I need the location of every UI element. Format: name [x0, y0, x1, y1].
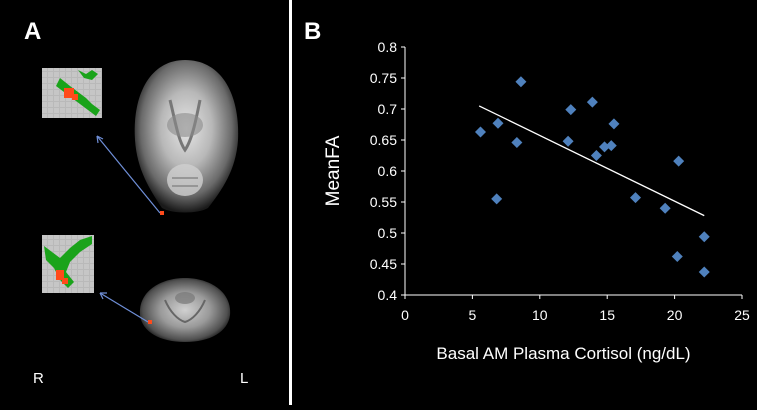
y-tick-label: 0.7 [378, 101, 398, 117]
data-point [659, 202, 671, 214]
y-tick-label: 0.5 [378, 225, 398, 241]
data-point [671, 251, 683, 263]
panel-a-brain-images: A R L [0, 0, 289, 405]
data-point [511, 136, 523, 148]
coronal-zoom-inset [42, 235, 94, 293]
y-axis-label: MeanFA [323, 135, 344, 206]
chart-axes [401, 46, 743, 299]
right-hemisphere-label: R [33, 370, 44, 387]
y-tick-label: 0.4 [378, 287, 398, 303]
scatter-plot: 0.4 0.45 0.5 0.55 0.6 0.65 0.7 0.75 0.8 0 5 10 15 20… [323, 39, 750, 363]
y-tick-label: 0.55 [370, 194, 397, 210]
data-point [630, 192, 642, 204]
data-point [474, 126, 486, 138]
x-axis-label: Basal AM Plasma Cortisol (ng/dL) [436, 344, 690, 363]
y-tick-label: 0.8 [378, 39, 398, 55]
y-tick-label: 0.75 [370, 70, 397, 86]
data-point [565, 104, 577, 116]
data-point [590, 150, 602, 161]
panel-b-label: B [304, 18, 322, 45]
axial-cluster-marker [160, 211, 164, 215]
x-tick-label: 5 [469, 307, 477, 323]
inset-arrows [96, 135, 161, 323]
data-point [608, 118, 620, 130]
y-tick-label: 0.45 [370, 256, 397, 272]
coronal-cluster-marker [148, 320, 152, 324]
data-point [586, 96, 598, 108]
data-point [698, 231, 710, 243]
panel-a-label: A [24, 18, 42, 45]
data-point [492, 117, 504, 129]
axial-brain-slice [134, 60, 239, 215]
x-tick-label: 25 [734, 307, 750, 323]
y-tick-label: 0.6 [378, 163, 398, 179]
x-tick-label: 0 [401, 307, 409, 323]
data-point [698, 266, 710, 278]
panel-divider [289, 0, 292, 405]
axial-zoom-inset [42, 68, 102, 118]
trend-line [478, 105, 705, 217]
panel-b-scatter-chart: B 0.4 0.45 0.5 0.55 0.6 0.65 0.7 0.75 0.8 0 5 10 15… [292, 0, 757, 405]
coronal-brain-slice [139, 278, 231, 342]
brain-figure [42, 60, 239, 342]
x-tick-label: 20 [667, 307, 683, 323]
data-point [599, 141, 611, 153]
data-point [515, 76, 527, 88]
y-tick-labels: 0.4 0.45 0.5 0.55 0.6 0.65 0.7 0.75 0.8 [370, 39, 397, 303]
x-tick-label: 10 [532, 307, 548, 323]
y-tick-label: 0.65 [370, 132, 397, 148]
left-hemisphere-label: L [240, 370, 249, 387]
x-tick-labels: 0 5 10 15 20 25 [401, 307, 750, 323]
data-point [562, 135, 574, 147]
data-point [673, 155, 685, 167]
data-point [605, 140, 617, 152]
data-point [491, 193, 503, 205]
data-points [474, 76, 710, 278]
x-tick-label: 15 [599, 307, 615, 323]
